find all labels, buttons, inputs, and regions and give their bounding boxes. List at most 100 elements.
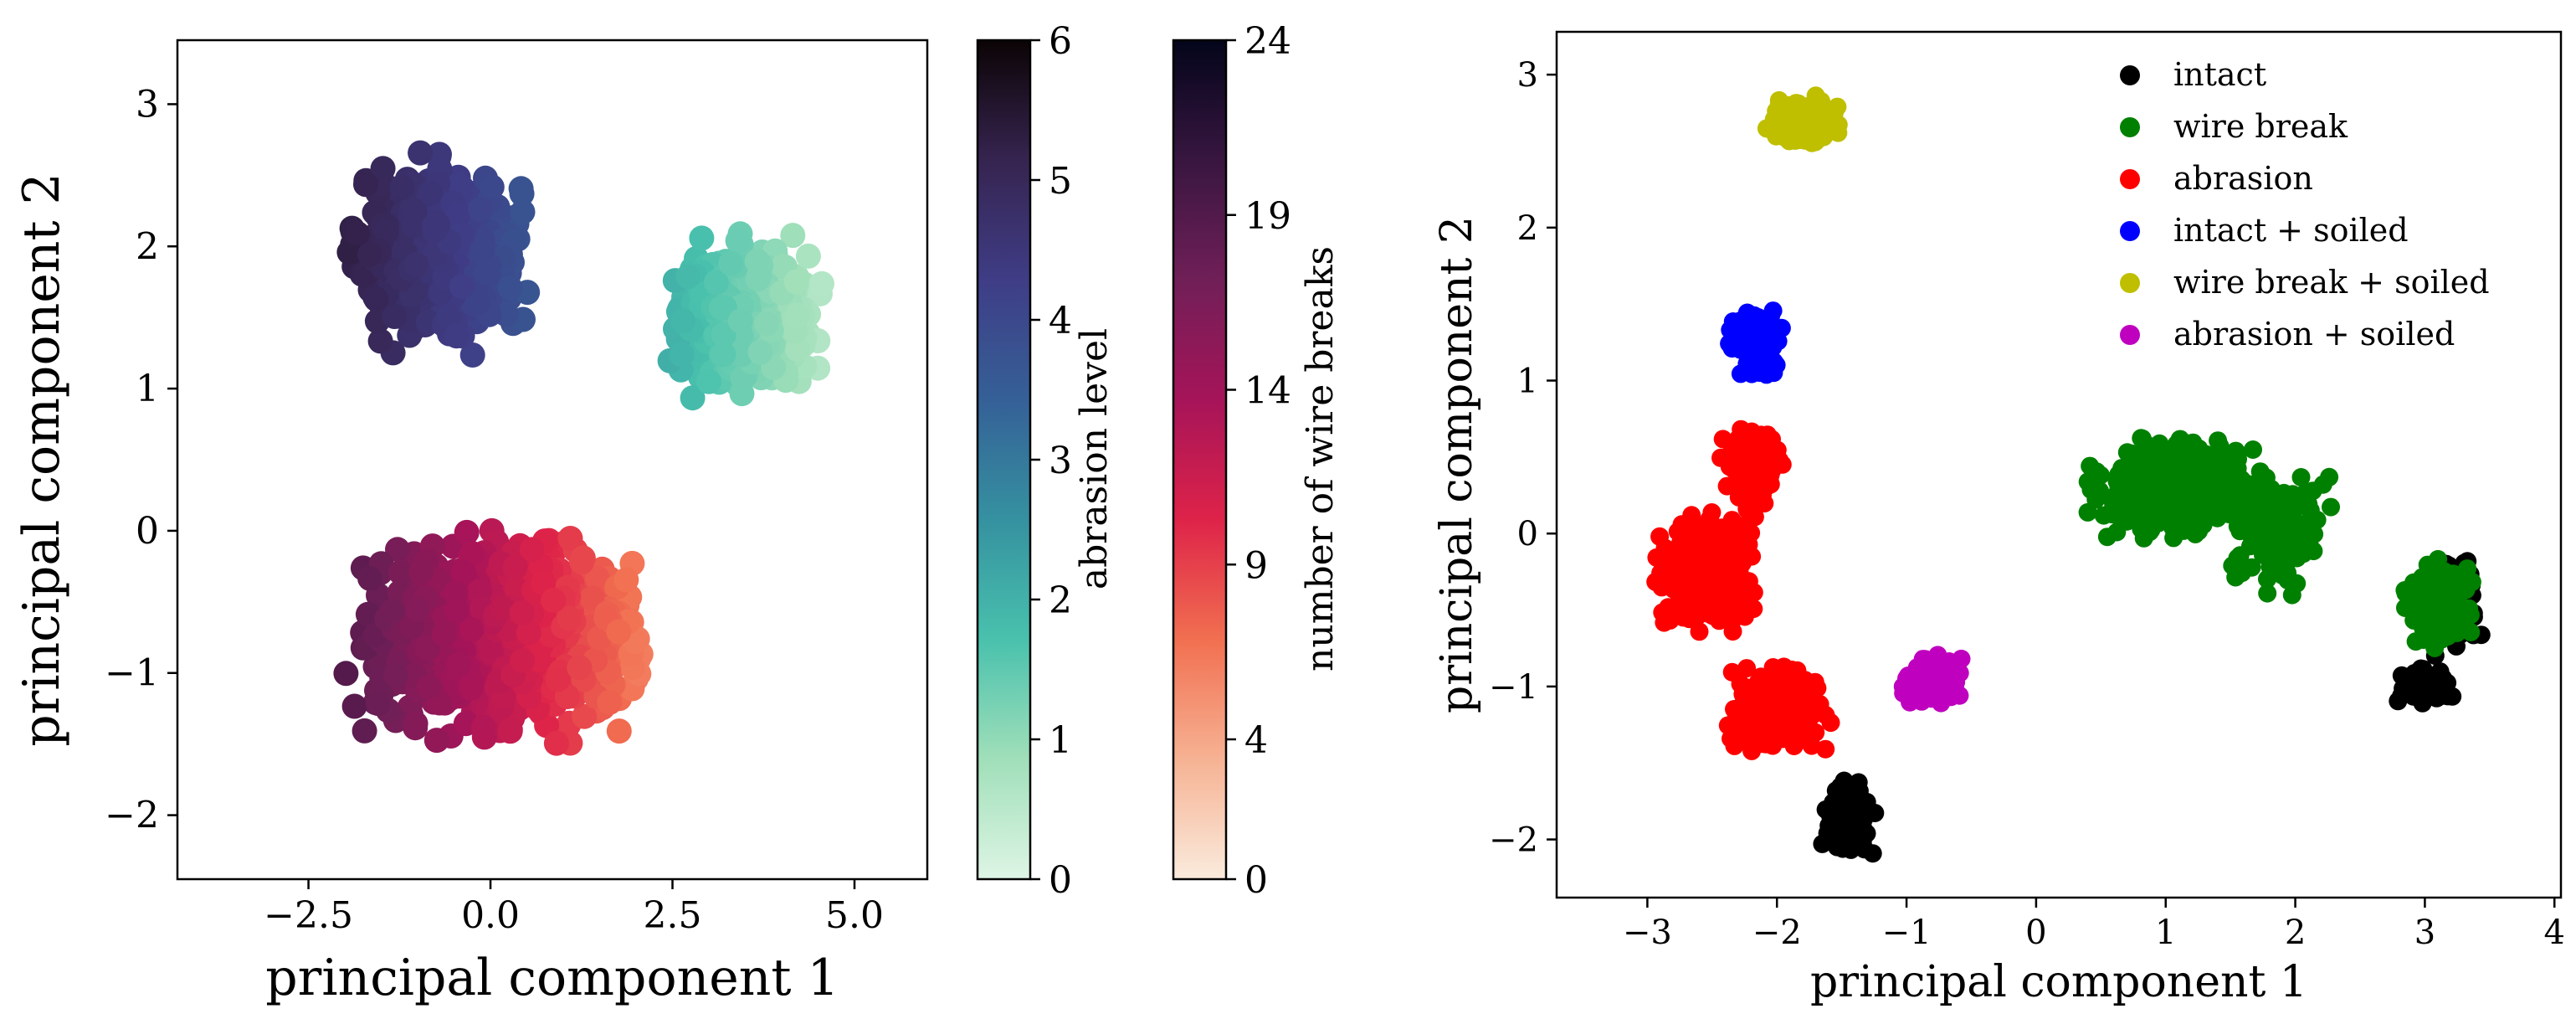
scatter-point	[1798, 121, 1817, 140]
abrasion-level-colorbar: 0 1 2 3 4 5 6 abrasion level	[976, 20, 1116, 902]
scatter-point	[497, 275, 523, 301]
scatter-point	[370, 156, 396, 182]
scatter-point	[2138, 517, 2158, 536]
y-tick-label: −1	[1489, 668, 1538, 707]
scatter-point	[445, 202, 471, 228]
x-tick-label: −1	[1882, 913, 1932, 952]
y-tick-label: −2	[105, 795, 159, 837]
scatter-point	[727, 308, 753, 334]
scatter-point	[1726, 542, 1744, 561]
series-abrasion	[1646, 419, 1840, 760]
legend-marker	[2120, 221, 2140, 241]
scatter-point	[1683, 593, 1702, 612]
scatter-point	[1760, 678, 1779, 697]
legend-label: wire break	[2173, 108, 2348, 145]
series-wire-break	[2078, 429, 2481, 657]
scatter-point	[459, 342, 485, 368]
y-tick-label: 3	[136, 83, 159, 126]
wire-breaks-colorbar: 0 4 9 14 19 24 number of wire breaks	[1172, 20, 1342, 902]
scatter-point	[670, 308, 695, 334]
scatter-point	[1738, 684, 1757, 703]
colorbar-tick-label: 19	[1244, 195, 1291, 238]
y-tick-label: 2	[1517, 209, 1538, 248]
scatter-point	[451, 559, 477, 585]
scatter-point	[1752, 425, 1771, 445]
scatter-point	[490, 595, 516, 621]
scatter-point	[1729, 312, 1748, 332]
x-axis-label: principal component 1	[1810, 957, 2307, 1007]
right-plot-frame	[1555, 30, 2563, 899]
colorbar-tick-label: 14	[1244, 370, 1291, 413]
y-tick-label: 0	[1517, 515, 1538, 553]
scatter-point	[2141, 503, 2160, 522]
scatter-point	[367, 328, 393, 354]
colorbar-tick-label: 5	[1049, 160, 1072, 203]
scatter-point	[606, 718, 632, 744]
scatter-point	[445, 652, 471, 677]
scatter-point	[418, 180, 444, 206]
colorbar-tick-label: 3	[1049, 440, 1072, 482]
colorbar-tick-label: 4	[1049, 300, 1072, 342]
scatter-point	[1902, 691, 1922, 710]
series-intact-soiled	[1720, 301, 1791, 384]
colorbar-tick-label: 0	[1049, 859, 1072, 902]
colorbar-tick-label: 0	[1244, 859, 1268, 902]
scatter-point	[502, 554, 528, 580]
scatter-point	[557, 526, 583, 551]
scatter-point	[352, 718, 377, 744]
scatter-point	[2278, 564, 2297, 583]
scatter-point	[357, 565, 383, 591]
scatter-point	[2242, 558, 2261, 577]
legend-item: abrasion	[2120, 160, 2313, 197]
scatter-point	[1726, 478, 1745, 497]
scatter-point	[1933, 675, 1953, 694]
scatter-point	[1712, 593, 1731, 612]
scatter-point	[2241, 524, 2260, 543]
scatter-point	[365, 691, 391, 717]
x-tick-label: 1	[2155, 913, 2176, 952]
scatter-point	[341, 693, 367, 719]
scatter-point	[1723, 622, 1742, 641]
scatter-point	[1865, 804, 1885, 822]
scatter-point	[357, 242, 382, 268]
legend-marker	[2120, 169, 2140, 189]
scatter-point	[1812, 119, 1831, 138]
scatter-point	[784, 302, 810, 328]
scatter-point	[567, 655, 593, 681]
legend-item: abrasion + soiled	[2120, 316, 2455, 353]
scatter-point	[1816, 739, 1835, 759]
series-wire-break-soiled	[1757, 86, 1848, 152]
scatter-point	[403, 252, 429, 278]
legend-label: abrasion + soiled	[2173, 316, 2455, 353]
scatter-point	[444, 323, 470, 349]
scatter-point	[2428, 574, 2447, 593]
scatter-point	[2394, 679, 2413, 698]
legend-marker	[2120, 325, 2140, 345]
y-axis-label: principal component 2	[13, 172, 71, 746]
scatter-point	[2262, 553, 2281, 573]
scatter-point	[2250, 462, 2270, 481]
scatter-point	[333, 661, 359, 687]
scatter-point	[1735, 730, 1754, 749]
scatter-point	[2429, 549, 2448, 569]
scatter-point	[795, 243, 821, 269]
colorbar-gradient	[1172, 39, 1228, 881]
scatter-point	[675, 264, 701, 290]
scatter-point	[1713, 430, 1732, 449]
scatter-point	[379, 599, 405, 625]
scatter-point	[2449, 605, 2468, 624]
series-abrasion-soiled	[1893, 646, 1971, 713]
scatter-point	[449, 274, 475, 300]
scatter-point	[747, 339, 773, 365]
scatter-point	[1778, 696, 1796, 715]
scatter-point	[510, 199, 536, 225]
scatter-point	[2268, 524, 2287, 543]
colorbar-tick-label: 6	[1049, 20, 1072, 63]
scatter-point	[2210, 436, 2230, 455]
scatter-point	[2244, 440, 2262, 459]
scatter-point	[1659, 562, 1678, 581]
scatter-point	[423, 728, 449, 754]
scatter-point	[444, 598, 470, 624]
scatter-point	[1846, 796, 1865, 815]
x-tick-label: 3	[2414, 913, 2435, 952]
